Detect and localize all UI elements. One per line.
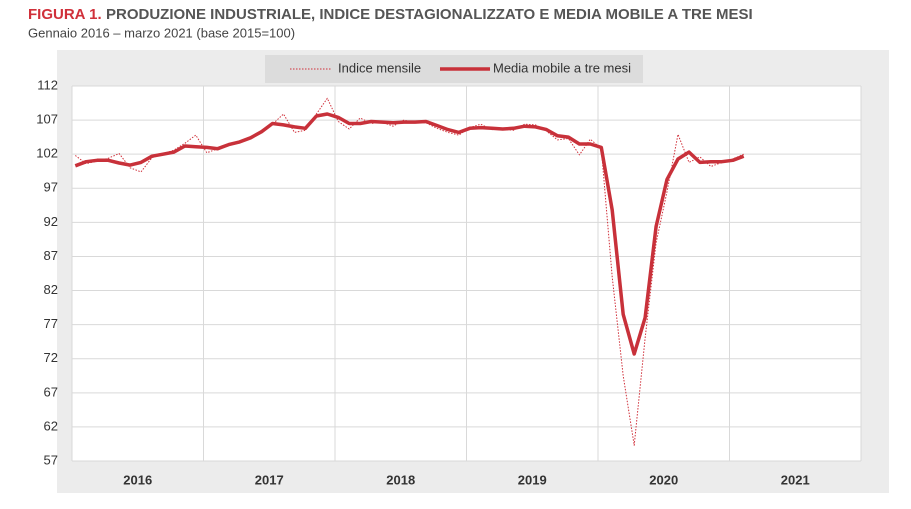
y-tick-label: 82: [44, 282, 58, 297]
y-tick-label: 77: [44, 316, 58, 331]
chart-title: PRODUZIONE INDUSTRIALE, INDICE DESTAGION…: [106, 6, 753, 23]
series-line: [74, 112, 745, 356]
legend-label: Indice mensile: [338, 60, 421, 75]
y-tick-label: 102: [36, 146, 58, 161]
y-tick-label: 97: [44, 180, 58, 195]
chart-subtitle: Gennaio 2016 – marzo 2021 (base 2015=100…: [28, 25, 295, 40]
y-tick-label: 112: [37, 77, 58, 92]
y-tick-label: 87: [44, 248, 58, 263]
y-tick-label: 107: [36, 112, 58, 127]
y-tick-label: 72: [44, 350, 58, 365]
y-tick-label: 67: [44, 384, 58, 399]
x-tick-label: 2020: [649, 472, 678, 487]
x-tick-label: 2018: [386, 472, 415, 487]
y-tick-label: 62: [44, 418, 58, 433]
x-tick-label: 2019: [518, 472, 547, 487]
x-tick-label: 2016: [123, 472, 152, 487]
figure-label: FIGURA 1.: [28, 6, 102, 23]
y-tick-label: 57: [44, 452, 58, 467]
x-tick-label: 2017: [255, 472, 284, 487]
legend-label: Media mobile a tre mesi: [493, 60, 631, 75]
x-tick-label: 2021: [781, 472, 810, 487]
y-tick-label: 92: [44, 214, 58, 229]
